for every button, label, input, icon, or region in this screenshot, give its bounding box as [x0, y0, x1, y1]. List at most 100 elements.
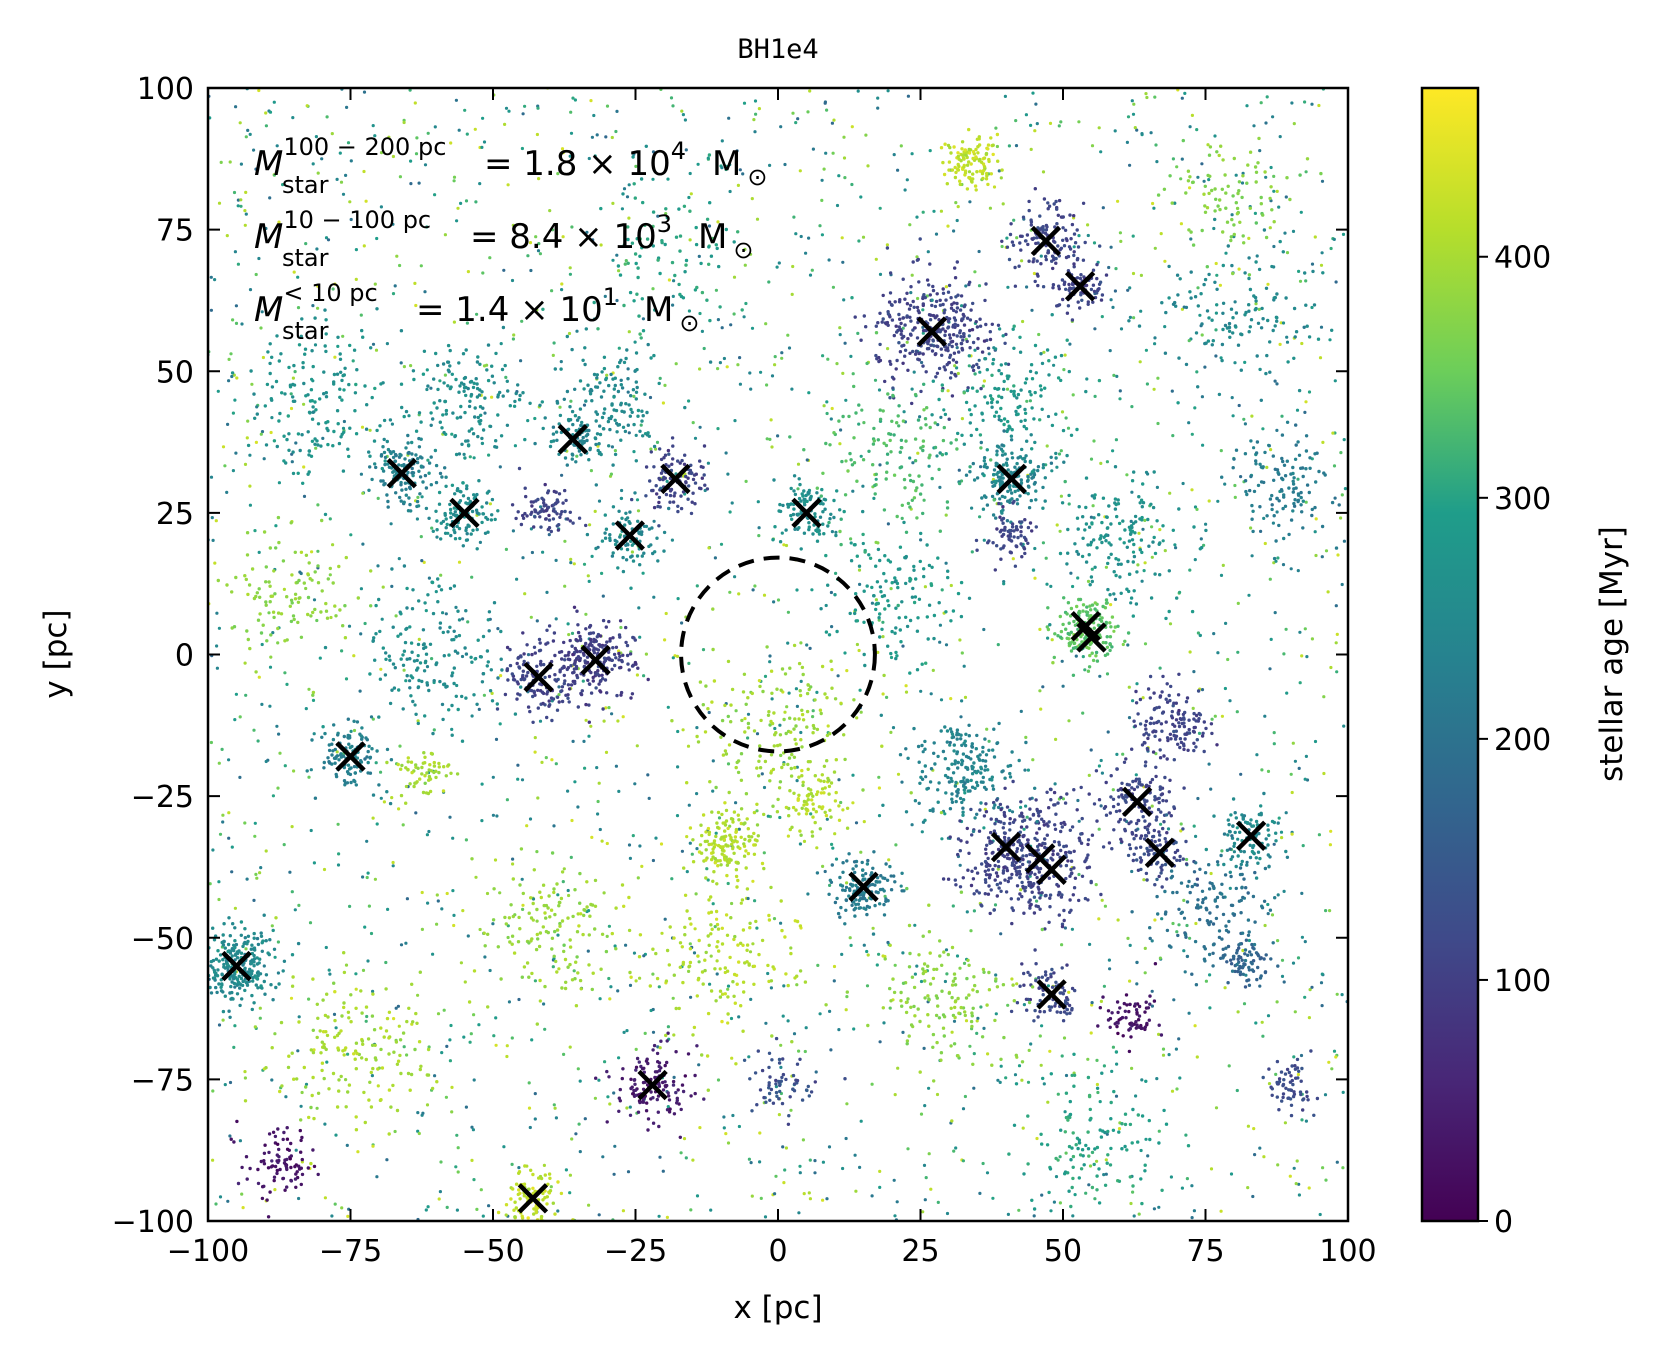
- field-star: [906, 94, 911, 98]
- clump-star: [986, 836, 991, 840]
- clump-star: [792, 489, 796, 493]
- field-star: [922, 498, 926, 502]
- clump-star: [839, 905, 843, 910]
- clump-star: [360, 726, 364, 730]
- clump-star: [631, 559, 636, 563]
- field-star: [466, 270, 470, 274]
- clump-star: [624, 640, 628, 645]
- clump-star: [272, 947, 277, 951]
- clump-star: [485, 517, 490, 521]
- field-star: [686, 744, 691, 748]
- field-star: [698, 425, 702, 429]
- clump-star: [465, 538, 470, 542]
- clump-star: [579, 692, 584, 697]
- field-star: [1068, 342, 1072, 346]
- clump-star: [927, 346, 931, 351]
- field-star: [805, 643, 809, 647]
- field-star: [1214, 311, 1218, 315]
- field-star: [379, 205, 383, 209]
- clump-star: [575, 673, 579, 678]
- field-star: [1024, 735, 1028, 740]
- clump-star: [419, 464, 424, 468]
- field-star: [511, 223, 515, 227]
- field-star: [584, 612, 588, 616]
- clump-star: [888, 271, 893, 275]
- clump-star: [1041, 463, 1046, 467]
- clump-star: [987, 884, 991, 888]
- field-star: [682, 1137, 687, 1141]
- field-star: [996, 643, 1000, 647]
- field-star: [373, 282, 377, 286]
- field-star: [916, 296, 920, 301]
- clump-star: [562, 673, 566, 678]
- field-star: [936, 1200, 940, 1204]
- clump-star: [525, 643, 529, 647]
- field-star: [312, 1048, 316, 1052]
- field-star: [241, 1206, 245, 1210]
- field-star: [209, 475, 214, 479]
- clump-star: [862, 314, 866, 318]
- field-star: [870, 1082, 874, 1086]
- field-star: [1104, 1172, 1108, 1176]
- field-star: [439, 573, 443, 577]
- clump-star: [445, 522, 449, 527]
- clump-star: [1048, 893, 1053, 897]
- field-star: [779, 1043, 783, 1047]
- field-star: [1028, 874, 1032, 878]
- field-star: [593, 154, 597, 158]
- field-star: [762, 785, 767, 790]
- field-star: [1042, 1082, 1046, 1086]
- field-star: [1340, 493, 1344, 497]
- clump-star: [1060, 825, 1065, 829]
- clump-star: [1047, 876, 1052, 880]
- clump-star: [555, 708, 560, 712]
- field-star: [216, 389, 220, 393]
- field-star: [1322, 771, 1326, 776]
- clump-star: [968, 346, 972, 350]
- field-star: [277, 220, 281, 224]
- clump-star: [397, 463, 401, 467]
- field-star: [634, 433, 638, 437]
- field-star: [693, 436, 698, 440]
- field-star: [1158, 956, 1162, 960]
- clump-star: [230, 954, 234, 958]
- clump-star: [1001, 463, 1006, 467]
- clump-star: [516, 692, 520, 696]
- clump-star: [555, 695, 560, 699]
- field-star: [837, 778, 841, 782]
- field-star: [963, 791, 967, 795]
- field-star: [1130, 490, 1134, 494]
- field-star: [726, 762, 731, 766]
- field-star: [568, 1173, 573, 1177]
- field-star: [1276, 893, 1280, 897]
- field-star: [718, 361, 723, 365]
- field-star: [231, 469, 235, 473]
- field-star: [866, 953, 870, 957]
- field-star: [1323, 1093, 1328, 1097]
- field-star: [896, 1066, 900, 1070]
- clump-star: [600, 539, 605, 543]
- field-star: [427, 829, 431, 834]
- clump-star: [1060, 922, 1065, 926]
- field-star: [1175, 930, 1179, 934]
- field-star: [825, 1197, 829, 1201]
- field-star: [982, 379, 987, 383]
- clump-star: [603, 531, 607, 535]
- field-star: [634, 1047, 638, 1051]
- clump-star: [1040, 891, 1044, 895]
- clump-star: [908, 303, 913, 308]
- field-star: [777, 1113, 782, 1117]
- clump-star: [815, 539, 820, 543]
- clump-star: [947, 417, 951, 421]
- field-star: [896, 772, 901, 776]
- clump-star: [929, 343, 933, 347]
- clump-star: [991, 867, 995, 872]
- field-star: [1167, 1053, 1171, 1057]
- field-star: [919, 538, 923, 542]
- clump-star: [921, 364, 925, 368]
- field-star: [1100, 771, 1104, 775]
- field-star: [562, 867, 566, 871]
- field-star: [825, 817, 829, 821]
- clump-star: [659, 457, 664, 462]
- field-star: [619, 625, 623, 630]
